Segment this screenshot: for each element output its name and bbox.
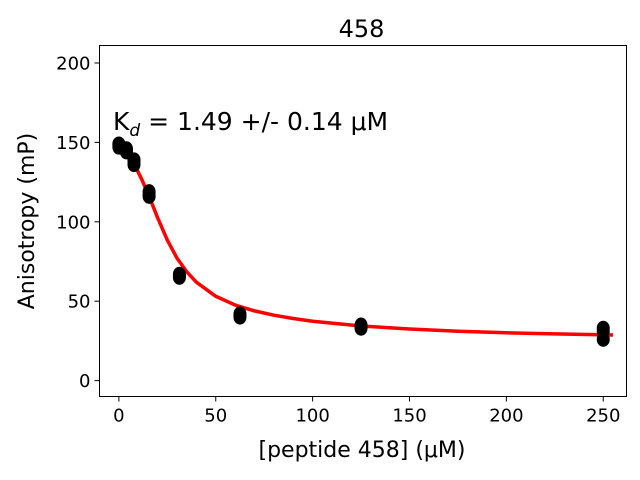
kd-prefix: K <box>113 107 130 136</box>
x-tick-label: 100 <box>295 406 329 427</box>
y-axis-label: Anisotropy (mP) <box>15 133 40 310</box>
y-tick-label: 100 <box>56 212 90 233</box>
data-point <box>596 331 610 347</box>
kd-text: = 1.49 +/- 0.14 μM <box>140 107 388 136</box>
x-tick-label: 150 <box>392 406 426 427</box>
x-tick-label: 0 <box>113 406 124 427</box>
y-tick-label: 150 <box>56 133 90 154</box>
y-tick-label: 200 <box>56 53 90 74</box>
x-tick-label: 200 <box>489 406 523 427</box>
kd-subscript: d <box>129 121 140 141</box>
y-tick-label: 0 <box>79 371 90 392</box>
data-point <box>127 157 141 173</box>
chart-title: 458 <box>339 15 385 43</box>
plot-frame <box>99 45 627 397</box>
kd-annotation: Kd = 1.49 +/- 0.14 μM <box>113 107 388 141</box>
x-tick-label: 50 <box>204 406 227 427</box>
data-point <box>142 188 156 204</box>
fit-curve <box>117 144 613 337</box>
data-point <box>172 269 186 285</box>
data-point <box>233 309 247 325</box>
y-tick-label: 50 <box>68 292 91 313</box>
data-point <box>354 320 368 336</box>
x-axis-label: [peptide 458] (μM) <box>259 438 466 463</box>
x-tick-label: 250 <box>586 406 620 427</box>
